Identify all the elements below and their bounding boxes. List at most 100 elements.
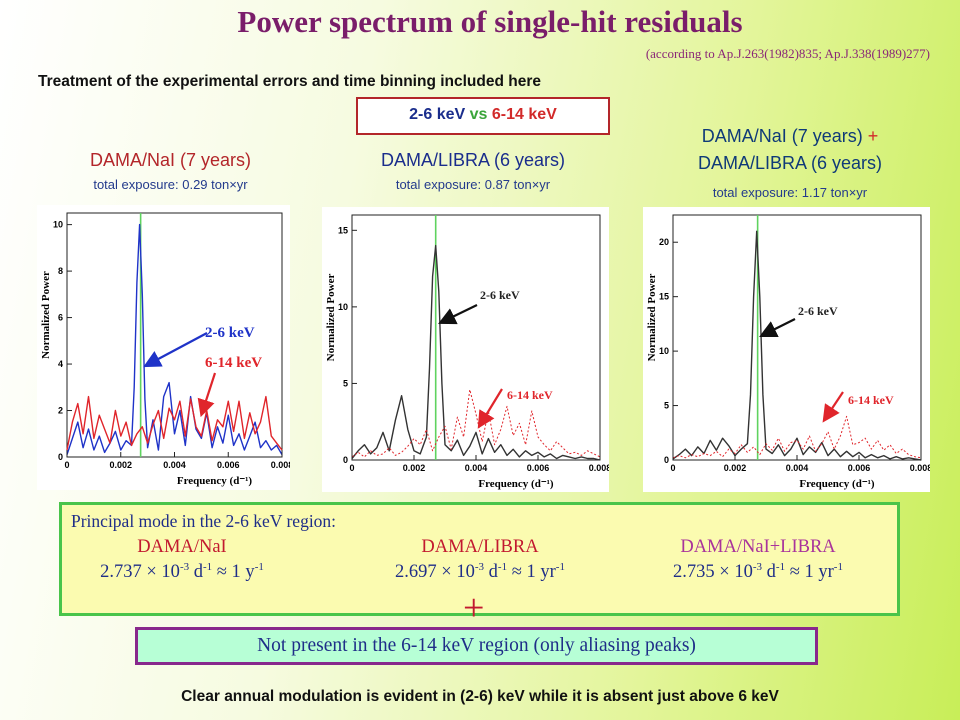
principal-value-exp: -3 xyxy=(752,561,763,573)
principal-value-libra: 2.697 × 10-3 d-1 ≈ 1 yr-1 xyxy=(340,561,620,583)
principal-value-unit: d xyxy=(484,562,498,583)
energy-vs-label: vs xyxy=(469,106,488,123)
col-title-combo-line2: DAMA/LIBRA (6 years) xyxy=(697,153,883,173)
series-annotation-label: 2-6 keV xyxy=(480,288,520,302)
principal-heading: Principal mode in the 2-6 keV region: xyxy=(71,511,337,531)
x-axis-label: Frequency (d⁻¹) xyxy=(177,475,253,487)
x-axis-label: Frequency (d⁻¹) xyxy=(478,478,554,490)
principal-value-unit-exp: -1 xyxy=(775,561,786,573)
principal-name-nai: DAMA/NaI xyxy=(137,537,227,557)
principal-value-approx-exp: -1 xyxy=(833,561,843,573)
x-tick-label: 0.002 xyxy=(403,463,426,473)
series-annotation-label: 2-6 keV xyxy=(798,304,838,318)
page-title: Power spectrum of single-hit residuals xyxy=(237,4,743,39)
x-tick-label: 0.008 xyxy=(271,460,290,470)
principal-value-times: × 10 xyxy=(441,562,475,583)
x-tick-label: 0.004 xyxy=(163,460,186,470)
y-tick-label: 10 xyxy=(53,220,63,230)
principal-value-unit-exp: -1 xyxy=(497,561,508,573)
x-tick-label: 0.006 xyxy=(527,463,550,473)
principal-value-times: × 10 xyxy=(146,562,180,583)
annotation-arrow xyxy=(477,388,503,429)
footer-conclusion: Clear annual modulation is evident in (2… xyxy=(181,688,779,705)
not-present-box: Not present in the 6-14 keV region (only… xyxy=(135,627,818,665)
principal-value-num: 2.697 xyxy=(395,562,437,583)
y-axis-label: Normalized Power xyxy=(325,274,337,362)
x-tick-label: 0.006 xyxy=(217,460,240,470)
principal-value-nai: 2.737 × 10-3 d-1 ≈ 1 y-1 xyxy=(42,561,322,583)
series-line-6-14-keV xyxy=(351,389,601,458)
col-exposure-libra: total exposure: 0.87 ton×yr xyxy=(395,177,551,192)
series-line-2-6-keV xyxy=(66,223,283,456)
series-line-6-14-keV xyxy=(66,395,283,451)
series-annotation-label: 6-14 keV xyxy=(848,393,894,407)
principal-value-unit: d xyxy=(762,562,776,583)
col-title-combo-text1: DAMA/NaI (7 years) xyxy=(701,126,863,146)
citation: (according to Ap.J.263(1982)835; Ap.J.33… xyxy=(645,46,930,61)
principal-value-combo: 2.735 × 10-3 d-1 ≈ 1 yr-1 xyxy=(618,561,898,583)
x-tick-label: 0.004 xyxy=(786,463,809,473)
energy-high-label: 6-14 keV xyxy=(491,106,557,123)
y-tick-label: 0 xyxy=(343,455,348,465)
col-title-nai: DAMA/NaI (7 years) xyxy=(89,150,252,170)
principal-value-approx: ≈ 1 y xyxy=(212,562,255,583)
x-tick-label: 0 xyxy=(64,460,69,470)
y-tick-label: 4 xyxy=(58,359,63,369)
treatment-note: Treatment of the experimental errors and… xyxy=(38,73,541,90)
series-line-6-14-keV xyxy=(672,415,922,459)
principal-value-approx: ≈ 1 yr xyxy=(785,562,834,583)
chart-panel-combo: 0 0.002 0.004 0.006 0.008 0 5 10 15 20 Frequency (… xyxy=(643,207,930,492)
y-axis-label: Normalized Power xyxy=(40,271,52,359)
principal-value-exp: -3 xyxy=(474,561,485,573)
chart-panel-libra: 0 0.002 0.004 0.006 0.008 0 5 10 15 Frequency (d⁻… xyxy=(322,207,609,492)
col-title-libra: DAMA/LIBRA (6 years) xyxy=(380,150,566,170)
y-tick-label: 15 xyxy=(659,292,669,302)
annotation-arrow xyxy=(759,318,796,337)
y-tick-label: 10 xyxy=(659,346,669,356)
x-tick-label: 0.004 xyxy=(465,463,488,473)
chart-nai: 0 0.002 0.004 0.006 0.008 0 2 4 6 8 10 Frequency (d… xyxy=(40,212,290,487)
col-title-combo-plus: + xyxy=(867,126,879,146)
energy-range-box: 2-6 keV vs 6-14 keV xyxy=(356,97,610,135)
plot-frame xyxy=(672,214,922,461)
series-annotation-label: 2-6 keV xyxy=(205,325,255,341)
series-line-2-6-keV xyxy=(351,244,601,461)
y-tick-label: 20 xyxy=(659,237,669,247)
y-tick-label: 8 xyxy=(58,266,63,276)
y-tick-label: 0 xyxy=(58,452,63,462)
principal-name-libra: DAMA/LIBRA xyxy=(421,537,539,557)
chart-panel-nai: 0 0.002 0.004 0.006 0.008 0 2 4 6 8 10 Frequency (d… xyxy=(37,205,290,490)
x-tick-label: 0.002 xyxy=(109,460,132,470)
principal-value-unit-exp: -1 xyxy=(202,561,213,573)
x-tick-label: 0.008 xyxy=(910,463,930,473)
principal-value-times: × 10 xyxy=(719,562,753,583)
y-tick-label: 5 xyxy=(664,401,669,411)
y-tick-label: 6 xyxy=(58,313,63,323)
principal-value-approx: ≈ 1 yr xyxy=(507,562,556,583)
y-tick-label: 10 xyxy=(338,302,348,312)
col-exposure-nai: total exposure: 0.29 ton×yr xyxy=(93,177,248,192)
plot-frame xyxy=(351,214,601,461)
chart-libra: 0 0.002 0.004 0.006 0.008 0 5 10 15 Frequency (d⁻… xyxy=(325,214,609,490)
principal-value-approx-exp: -1 xyxy=(254,561,264,573)
y-tick-label: 0 xyxy=(664,455,669,465)
x-tick-label: 0.008 xyxy=(589,463,609,473)
principal-mode-box: Principal mode in the 2-6 keV region: DA… xyxy=(59,502,900,616)
col-exposure-combo: total exposure: 1.17 ton×yr xyxy=(712,185,868,200)
x-tick-label: 0 xyxy=(670,463,675,473)
chart-combo: 0 0.002 0.004 0.006 0.008 0 5 10 15 20 Frequency (… xyxy=(646,214,930,490)
x-axis-label: Frequency (d⁻¹) xyxy=(799,478,875,490)
series-annotation-label: 6-14 keV xyxy=(205,355,262,371)
annotation-arrow xyxy=(197,372,217,418)
principal-name-combo: DAMA/NaI+LIBRA xyxy=(680,537,836,557)
y-axis-label: Normalized Power xyxy=(646,274,658,362)
principal-value-num: 2.737 xyxy=(100,562,142,583)
y-tick-label: 2 xyxy=(58,406,63,416)
x-tick-label: 0 xyxy=(349,463,354,473)
plus-sign: + xyxy=(463,587,485,629)
annotation-arrow xyxy=(822,391,844,423)
x-tick-label: 0.002 xyxy=(724,463,747,473)
principal-value-exp: -3 xyxy=(179,561,190,573)
series-line-2-6-keV xyxy=(672,230,922,461)
y-tick-label: 5 xyxy=(343,378,348,388)
